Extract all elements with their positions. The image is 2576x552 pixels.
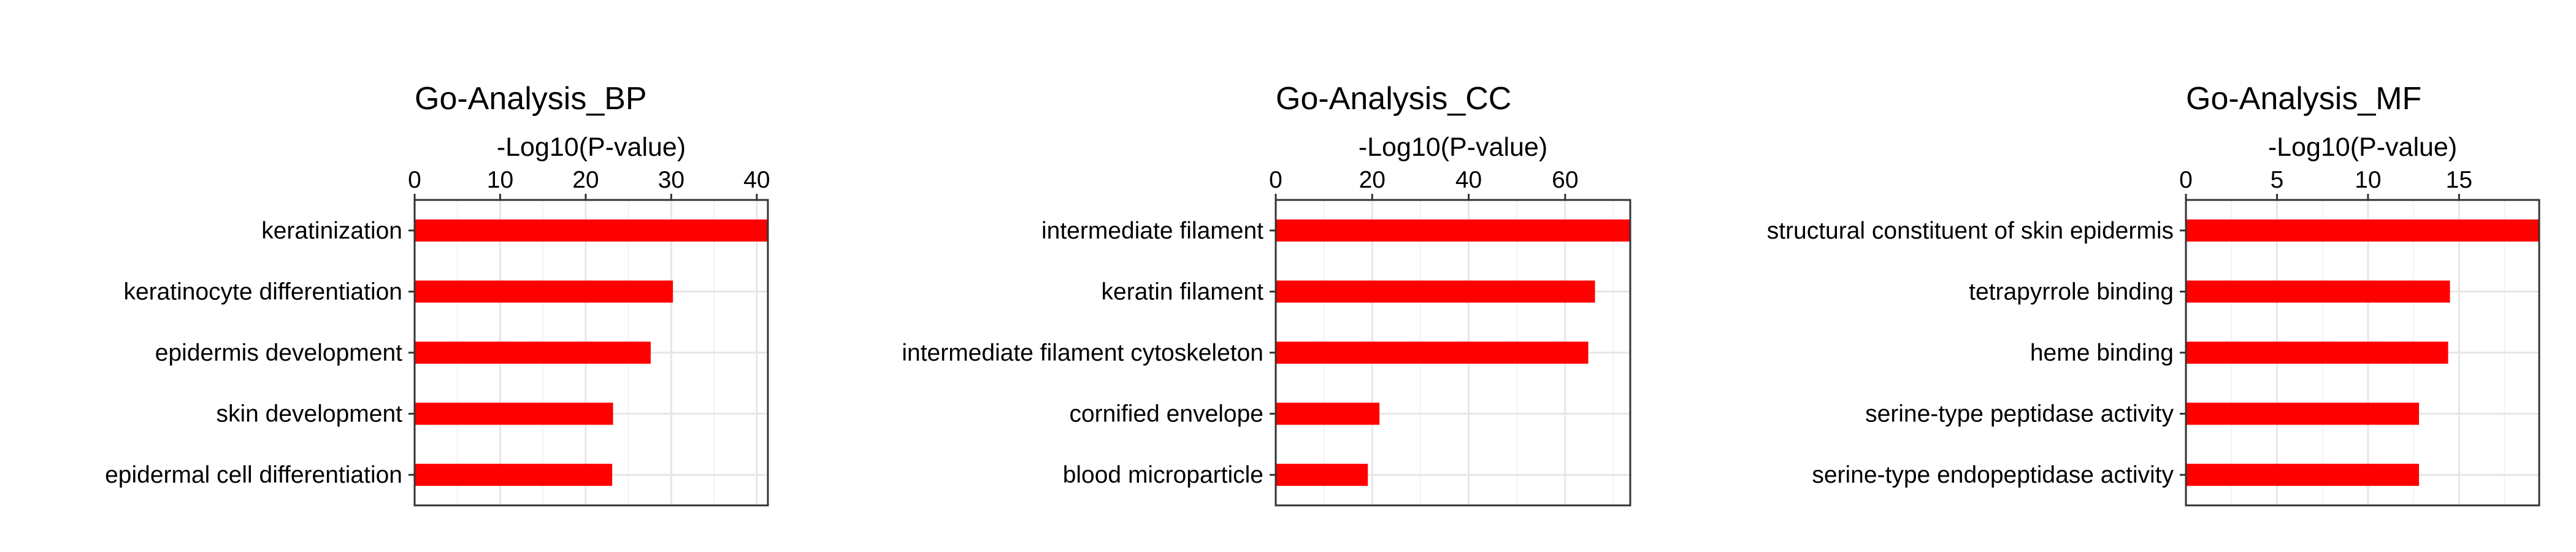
x-tick-label: 40	[743, 167, 770, 193]
category-label: epidermal cell differentiation	[105, 462, 402, 488]
x-tick-label: 0	[408, 167, 421, 193]
bar	[1276, 219, 1630, 242]
x-tick-label: 60	[1552, 167, 1578, 193]
category-label: blood microparticle	[1063, 462, 1263, 488]
bar	[2186, 402, 2420, 425]
category-label: structural constituent of skin epidermis	[1767, 218, 2174, 244]
category-label: cornified envelope	[1069, 401, 1263, 427]
category-label: keratin filament	[1102, 278, 1264, 305]
chart-title: Go-Analysis_CC	[1276, 81, 1511, 117]
chart-panel-2: 0 20 40 60 intermediate filament keratin fila…	[902, 81, 1631, 507]
category-label: epidermis development	[155, 340, 402, 366]
x-axis-title: -Log10(P-value)	[497, 132, 686, 162]
bar	[1276, 402, 1380, 425]
x-axis-title: -Log10(P-value)	[2268, 132, 2457, 162]
x-tick-label: 20	[572, 167, 599, 193]
category-label: heme binding	[2030, 340, 2174, 366]
x-tick-label: 40	[1455, 167, 1482, 193]
x-tick-label: 10	[487, 167, 513, 193]
category-label: intermediate filament cytoskeleton	[902, 340, 1263, 366]
category-label: skin development	[216, 401, 402, 427]
bar	[415, 464, 613, 486]
chart-panel-3: 0 5 10 15 structural constituent of skin epi…	[1767, 81, 2540, 507]
x-tick-label: 10	[2355, 167, 2381, 193]
x-axis-title: -Log10(P-value)	[1359, 132, 1547, 162]
x-tick-label: 5	[2271, 167, 2284, 193]
bar	[2186, 280, 2450, 303]
bar	[1276, 280, 1595, 303]
bar	[415, 402, 613, 425]
bar	[415, 342, 651, 364]
category-label: keratinization	[261, 218, 402, 244]
x-tick-label: 20	[1359, 167, 1386, 193]
category-label: intermediate filament	[1041, 218, 1263, 244]
category-label: keratinocyte differentiation	[123, 278, 402, 305]
category-label: serine-type peptidase activity	[1865, 401, 2174, 427]
chart-title: Go-Analysis_MF	[2186, 81, 2421, 117]
category-label: serine-type endopeptidase activity	[1812, 462, 2174, 488]
chart-title: Go-Analysis_BP	[415, 81, 647, 117]
category-label: tetrapyrrole binding	[1969, 278, 2174, 305]
bar	[2186, 464, 2420, 486]
x-tick-label: 15	[2446, 167, 2472, 193]
bar	[1276, 464, 1368, 486]
bar	[1276, 342, 1589, 364]
x-tick-label: 0	[1269, 167, 1282, 193]
chart-panel-1: 0 10 20 30 40 keratinization keratinocyte diff…	[105, 81, 770, 507]
x-tick-label: 0	[2179, 167, 2193, 193]
bar	[2186, 219, 2539, 242]
bar	[415, 219, 768, 242]
bar	[415, 280, 673, 303]
x-tick-label: 30	[658, 167, 684, 193]
bar	[2186, 342, 2448, 364]
